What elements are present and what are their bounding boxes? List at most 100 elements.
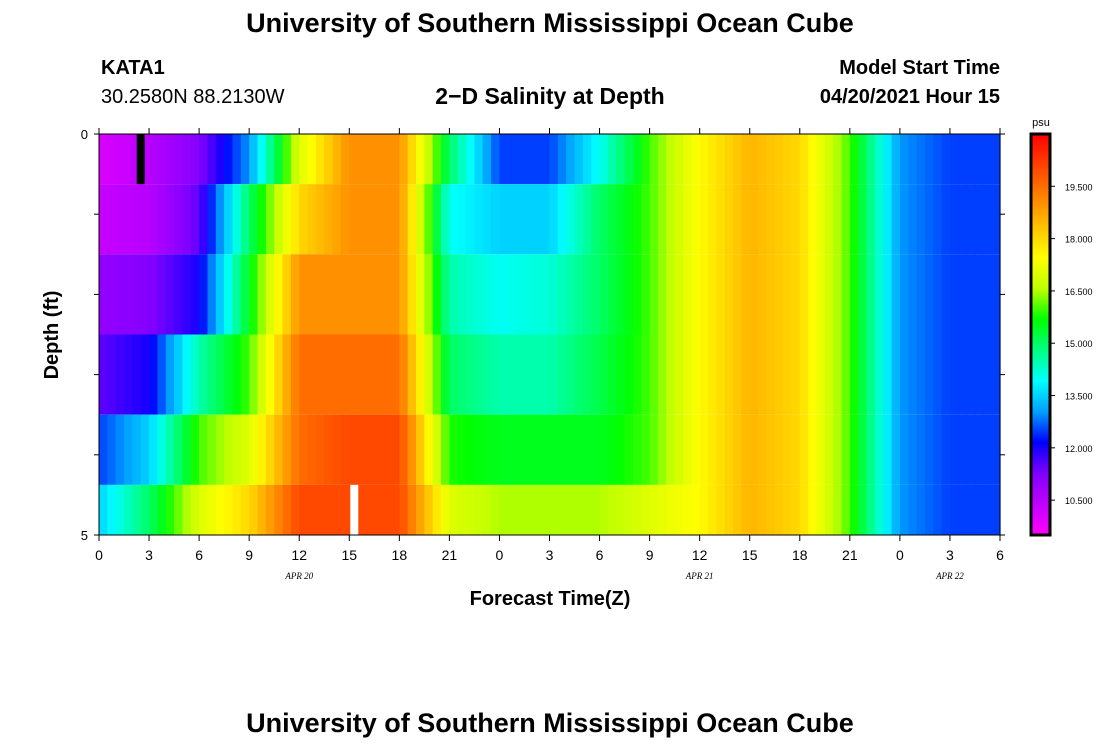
heatmap-cell	[132, 414, 142, 485]
heatmap-cell	[140, 254, 150, 335]
heatmap-cell	[824, 414, 834, 485]
heatmap-cell	[332, 334, 342, 415]
heatmap-cell	[908, 414, 918, 485]
heatmap-cell	[682, 484, 692, 536]
time-marker	[136, 134, 145, 185]
heatmap-cell	[157, 134, 167, 185]
heatmap-cell	[991, 254, 1001, 335]
heatmap-cell	[724, 484, 734, 536]
page-title: University of Southern Mississippi Ocean…	[246, 8, 854, 38]
heatmap-cell	[190, 334, 200, 415]
heatmap-cell	[149, 254, 158, 335]
heatmap-cell	[274, 414, 284, 485]
heatmap-cell	[708, 134, 717, 185]
heatmap-cell	[190, 134, 200, 185]
y-tick-label: 5	[81, 528, 88, 543]
heatmap-cell	[357, 484, 367, 536]
x-axis: 0 3 6 9 12 15 18 21 0 3 6 9 12 15 18 21 0 3 6 APR 20 APR 21 A…	[95, 128, 1004, 581]
heatmap-cell	[749, 184, 759, 255]
heatmap-cell	[140, 134, 150, 185]
heatmap-cell	[274, 254, 284, 335]
heatmap-cell	[441, 184, 450, 255]
heatmap-cell	[290, 254, 300, 335]
heatmap-cell	[858, 484, 868, 536]
heatmap-cell	[574, 414, 584, 485]
heatmap-cell	[432, 414, 442, 485]
heatmap-cell	[224, 134, 234, 185]
heatmap-cell	[541, 134, 551, 185]
heatmap-cell	[541, 254, 551, 335]
heatmap-cell	[491, 414, 501, 485]
heatmap-cell	[115, 134, 125, 185]
heatmap-cell	[783, 134, 793, 185]
heatmap-cell	[616, 254, 626, 335]
heatmap-cell	[174, 134, 184, 185]
heatmap-cell	[708, 414, 717, 485]
heatmap-cell	[708, 184, 717, 255]
x-tick-label: 15	[341, 547, 357, 563]
heatmap-cell	[983, 254, 993, 335]
heatmap-cell	[791, 134, 801, 185]
heatmap-cell	[165, 414, 175, 485]
heatmap-cell	[666, 254, 676, 335]
heatmap-cell	[641, 484, 651, 536]
x-tick-label: 0	[95, 547, 103, 563]
heatmap-cell	[399, 484, 409, 536]
heatmap-cell	[841, 254, 851, 335]
heatmap-cell	[199, 334, 209, 415]
heatmap-cell	[674, 484, 684, 536]
heatmap-cell	[874, 484, 884, 536]
heatmap-cell	[249, 184, 259, 255]
heatmap-cell	[741, 184, 751, 255]
heatmap-cell	[824, 334, 834, 415]
heatmap-cell	[649, 414, 659, 485]
heatmap-cell	[883, 484, 893, 536]
heatmap-cell	[324, 334, 334, 415]
heatmap-cell	[449, 414, 459, 485]
heatmap-cell	[682, 134, 692, 185]
heatmap-cell	[908, 184, 918, 255]
heatmap-cell	[632, 184, 642, 255]
heatmap-cell	[407, 254, 417, 335]
heatmap-cell	[741, 134, 751, 185]
heatmap-cell	[265, 334, 275, 415]
heatmap-cell	[299, 414, 309, 485]
heatmap-cell	[791, 414, 801, 485]
heatmap-cell	[290, 414, 300, 485]
heatmap-cell	[774, 134, 784, 185]
heatmap-cell	[124, 134, 133, 185]
heatmap-cell	[783, 334, 793, 415]
heatmap-cell	[949, 254, 959, 335]
heatmap-cell	[649, 184, 659, 255]
heatmap-cell	[215, 334, 225, 415]
heatmap-cell	[833, 134, 843, 185]
heatmap-cell	[599, 134, 609, 185]
heatmap-cell	[232, 484, 242, 536]
heatmap-cell	[924, 134, 934, 185]
heatmap-cell	[791, 254, 801, 335]
heatmap-cell	[641, 414, 651, 485]
heatmap-cell	[99, 414, 108, 485]
heatmap-cell	[282, 334, 292, 415]
heatmap-cell	[574, 184, 584, 255]
heatmap-cell	[724, 254, 734, 335]
heatmap-cell	[207, 334, 217, 415]
heatmap-cell	[132, 254, 142, 335]
heatmap-cell	[549, 134, 559, 185]
heatmap-cell	[674, 254, 684, 335]
heatmap-cell	[874, 334, 884, 415]
heatmap-cell	[541, 334, 551, 415]
heatmap-cell	[307, 254, 317, 335]
heatmap-cell	[799, 254, 809, 335]
heatmap-cell	[991, 414, 1001, 485]
heatmap-cell	[157, 484, 167, 536]
heatmap-cell	[833, 484, 843, 536]
heatmap-cell	[516, 184, 526, 255]
heatmap-cell	[991, 184, 1001, 255]
heatmap-cell	[816, 414, 826, 485]
heatmap-cell	[174, 184, 184, 255]
heatmap-cell	[315, 334, 325, 415]
heatmap-cell	[582, 254, 592, 335]
heatmap-cell	[399, 254, 409, 335]
heatmap-cell	[983, 334, 993, 415]
